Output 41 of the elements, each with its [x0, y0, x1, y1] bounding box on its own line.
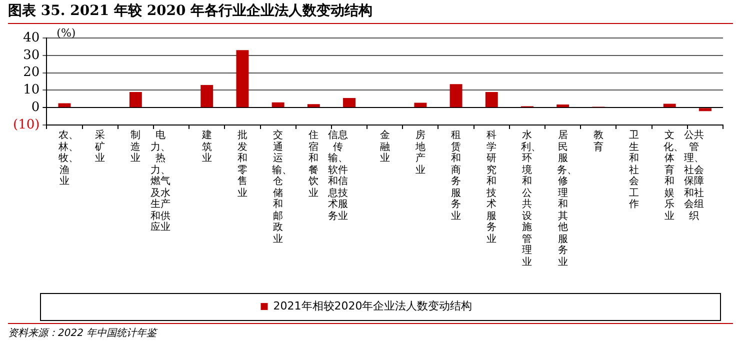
x-tick-label: 批发和零售业: [236, 130, 248, 199]
bar: [414, 102, 427, 108]
y-tick-label: 20: [23, 65, 40, 80]
y-axis-title: (%): [56, 26, 76, 40]
bar: [129, 92, 142, 108]
bar: [663, 104, 676, 108]
bar: [556, 104, 570, 108]
y-tick-label: 0: [31, 100, 40, 115]
bar: [272, 102, 284, 108]
category-label: 水利、环境和公共设施管理业: [521, 130, 542, 268]
category-label: 交通运输、仓储和邮政业: [272, 130, 292, 244]
x-tick-label: 租赁和商务服务业: [450, 130, 462, 222]
bar: [343, 98, 356, 108]
legend-label: 2021年相较2020年企业法人数变动结构: [273, 299, 472, 312]
category-label: 电力、热力、燃气及水生产和供应业: [150, 130, 170, 233]
x-tick-label: 采矿业: [94, 130, 106, 164]
x-tick-label: 建筑业: [200, 130, 213, 164]
bar: [450, 84, 462, 108]
x-tick-label: 农、林、牧、渔业: [58, 130, 78, 188]
x-tick-label: 卫生和社会工作: [628, 130, 640, 210]
x-tick-label: 公共管理、社会保障和社会组织: [683, 130, 706, 224]
x-tick-label: 文化、体育和娱乐业: [664, 130, 684, 222]
bar: [485, 92, 498, 108]
x-tick-label: 住宿和餐饮业: [308, 130, 320, 199]
chart-title: 图表 35. 2021 年较 2020 年各行业企业法人数变动结构: [8, 2, 733, 24]
y-tick-label: 40: [23, 30, 40, 46]
x-tick-label: 教育: [592, 130, 604, 153]
bar: [698, 108, 712, 112]
x-tick-label: 制造业: [130, 130, 142, 164]
y-tick-label: (10): [13, 117, 40, 132]
y-tick-label: 30: [23, 48, 40, 63]
bar: [236, 50, 249, 108]
category-label: 科学研究和技术服务业: [486, 130, 497, 244]
bar: [200, 84, 214, 108]
x-tick-label: 信息传输、软件和信息技术服务业: [327, 130, 350, 224]
text: 资料来源：2022 年中国统计年鉴: [8, 323, 733, 340]
y-tick-label: 10: [23, 82, 40, 98]
category-label: 居民服务、修理和其他服务业: [556, 130, 577, 268]
x-tick-label: 房地产业: [414, 130, 426, 176]
x-tick-label: 金融业: [378, 130, 391, 164]
bar: [307, 104, 320, 108]
